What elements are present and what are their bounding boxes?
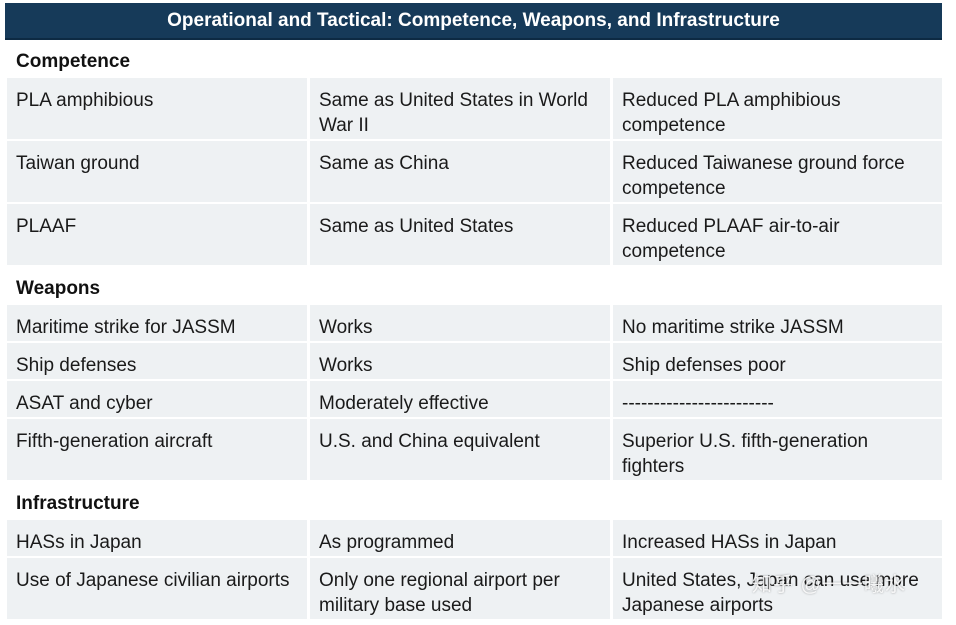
alternative-cell: Ship defenses poor: [613, 343, 942, 379]
row-label: Taiwan ground: [7, 141, 307, 202]
table-row: Ship defenses Works Ship defenses poor: [7, 343, 942, 379]
table-row: ASAT and cyber Moderately effective ----…: [7, 381, 942, 417]
table-row: HASs in Japan As programmed Increased HA…: [7, 520, 942, 556]
row-label: Use of Japanese civilian airports: [7, 558, 307, 619]
table-row: PLAAF Same as United States Reduced PLAA…: [7, 204, 942, 265]
row-label: ASAT and cyber: [7, 381, 307, 417]
baseline-cell: U.S. and China equivalent: [310, 419, 610, 480]
baseline-cell: Works: [310, 343, 610, 379]
row-label: Ship defenses: [7, 343, 307, 379]
table-row: Use of Japanese civilian airports Only o…: [7, 558, 942, 619]
alternative-cell: ------------------------: [613, 381, 942, 417]
watermark: 知乎 @一一曦水: [752, 574, 906, 596]
alternative-cell: United States, Japan can use more Japane…: [613, 558, 942, 619]
section-heading-infrastructure: Infrastructure: [16, 493, 140, 514]
row-label: Maritime strike for JASSM: [7, 305, 307, 341]
alternative-cell: Superior U.S. fifth-generation fighters: [613, 419, 942, 480]
table-title: Operational and Tactical: Competence, We…: [5, 3, 942, 40]
baseline-cell: Works: [310, 305, 610, 341]
alternative-cell: Reduced Taiwanese ground force competenc…: [613, 141, 942, 202]
section-heading-weapons: Weapons: [16, 278, 101, 299]
table-row: PLA amphibious Same as United States in …: [7, 78, 942, 139]
alternative-cell: Reduced PLAAF air-to-air competence: [613, 204, 942, 265]
baseline-cell: Same as China: [310, 141, 610, 202]
section-heading-competence: Competence: [16, 51, 131, 72]
baseline-cell: Moderately effective: [310, 381, 610, 417]
row-label: PLAAF: [7, 204, 307, 265]
table-row: Taiwan ground Same as China Reduced Taiw…: [7, 141, 942, 202]
alternative-cell: Increased HASs in Japan: [613, 520, 942, 556]
baseline-cell: Same as United States: [310, 204, 610, 265]
row-label: Fifth-generation aircraft: [7, 419, 307, 480]
alternative-cell: No maritime strike JASSM: [613, 305, 942, 341]
baseline-cell: Same as United States in World War II: [310, 78, 610, 139]
table-row: Maritime strike for JASSM Works No marit…: [7, 305, 942, 341]
row-label: PLA amphibious: [7, 78, 307, 139]
alternative-cell: Reduced PLA amphibious competence: [613, 78, 942, 139]
baseline-cell: Only one regional airport per military b…: [310, 558, 610, 619]
baseline-cell: As programmed: [310, 520, 610, 556]
row-label: HASs in Japan: [7, 520, 307, 556]
table-row: Fifth-generation aircraft U.S. and China…: [7, 419, 942, 480]
